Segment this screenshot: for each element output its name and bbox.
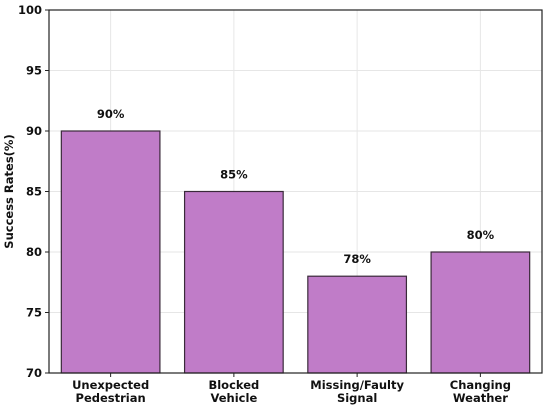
data-labels: 90% 85% 78% 80%	[97, 107, 495, 266]
bar-value-label: 90%	[97, 107, 125, 121]
y-tick-label: 70	[26, 366, 42, 380]
bar-value-label: 80%	[467, 228, 495, 242]
y-tick-label: 75	[26, 306, 42, 320]
x-tick-label: Blocked Vehicle	[208, 378, 259, 405]
x-tick-label: Unexpected Pedestrian	[72, 378, 149, 405]
x-tick-label: Missing/Faulty Signal	[310, 378, 404, 405]
y-axis: 70 75 80 85 90 95 100	[18, 3, 49, 380]
x-tick-label: Changing Weather	[450, 378, 511, 405]
y-tick-label: 100	[18, 3, 42, 17]
bars	[60, 130, 531, 374]
bar-value-label: 78%	[343, 252, 371, 266]
bar	[307, 275, 408, 374]
y-tick-label: 90	[26, 124, 42, 138]
y-tick-label: 85	[26, 185, 42, 199]
bar	[60, 130, 161, 374]
x-axis: Unexpected Pedestrian Blocked Vehicle Missin…	[72, 373, 511, 405]
y-tick-label: 95	[26, 64, 42, 78]
y-axis-title: Success Rates(%)	[2, 134, 16, 248]
bar	[430, 251, 531, 374]
bar	[183, 190, 284, 374]
y-tick-label: 80	[26, 245, 42, 259]
bar-value-label: 85%	[220, 168, 248, 182]
